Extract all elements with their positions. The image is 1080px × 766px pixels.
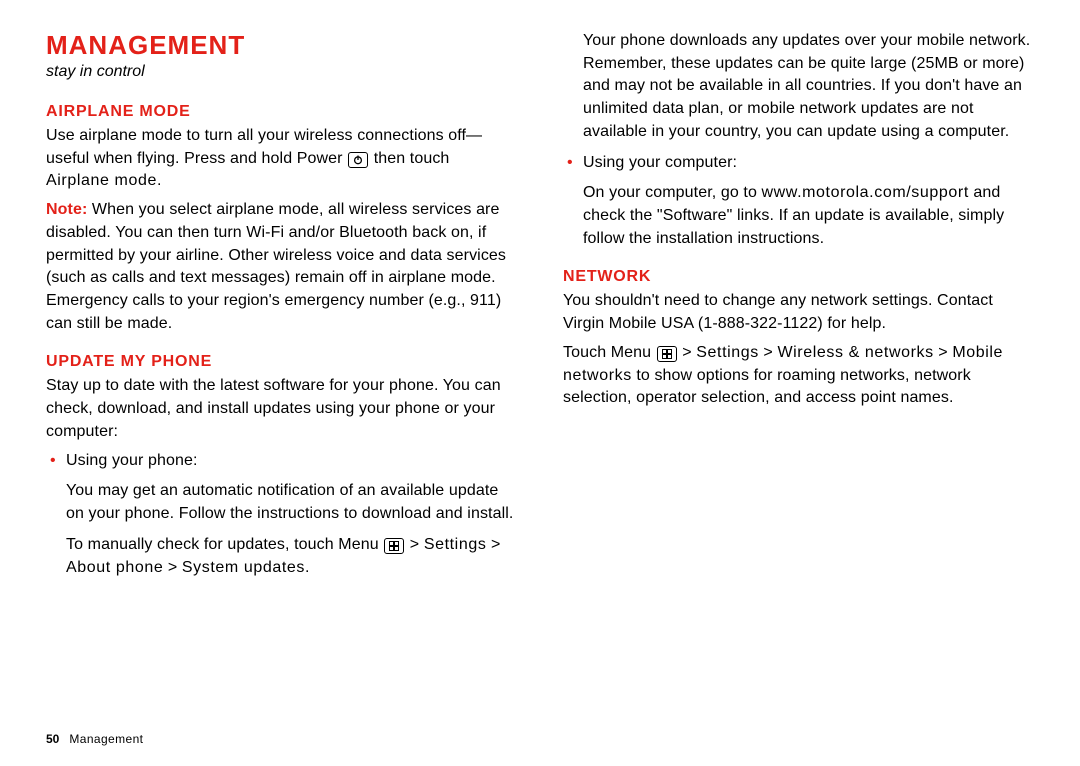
phone-p2-sep2: > (486, 536, 500, 553)
nav-wireless: Wireless & networks (777, 344, 933, 361)
network-p2-a: Touch Menu (563, 344, 656, 361)
right-column: Your phone downloads any updates over yo… (563, 30, 1034, 722)
update-intro: Stay up to date with the latest software… (46, 375, 517, 443)
page-footer-label: Management (69, 732, 143, 746)
airplane-p1-c: . (157, 172, 162, 189)
update-list-right: Your phone downloads any updates over yo… (563, 30, 1034, 144)
content-columns: Management stay in control Airplane mode… (46, 30, 1034, 722)
airplane-p1: Use airplane mode to turn all your wirel… (46, 125, 517, 193)
network-p2-sep1: > (678, 344, 697, 361)
note-body: When you select airplane mode, all wirel… (46, 201, 506, 332)
page-footer: 50 Management (46, 732, 1034, 746)
list-item-computer: Using your computer: On your computer, g… (563, 152, 1034, 251)
using-computer-label: Using your computer: (583, 152, 1034, 175)
airplane-note: Note: When you select airplane mode, all… (46, 199, 517, 335)
page-number: 50 (46, 732, 59, 746)
menu-icon (657, 346, 677, 362)
network-p2: Touch Menu > Settings > Wireless & netwo… (563, 342, 1034, 410)
list-item-continuation: Your phone downloads any updates over yo… (563, 30, 1034, 144)
list-item-phone: Using your phone: You may get an automat… (46, 450, 517, 580)
phone-p2-a: To manually check for updates, touch Men… (66, 536, 383, 553)
support-url: www.motorola.com/support (762, 184, 969, 201)
menu-icon (384, 538, 404, 554)
nav-system: System updates (182, 559, 305, 576)
update-list-right2: Using your computer: On your computer, g… (563, 152, 1034, 251)
section-network-heading: Network (563, 268, 1034, 286)
update-list-left: Using your phone: You may get an automat… (46, 450, 517, 580)
using-computer-p1: On your computer, go to www.motorola.com… (583, 182, 1034, 250)
left-column: Management stay in control Airplane mode… (46, 30, 517, 722)
section-airplane-heading: Airplane mode (46, 103, 517, 121)
network-p2-sep2: > (759, 344, 778, 361)
airplane-p1-b: then touch (369, 150, 449, 167)
using-phone-p1: You may get an automatic notification of… (66, 480, 517, 525)
airplane-mode-label: Airplane mode (46, 172, 157, 189)
nav-settings: Settings (424, 536, 487, 553)
section-update-heading: Update my phone (46, 353, 517, 371)
phone-p2-c: . (305, 559, 310, 576)
using-phone-p2: To manually check for updates, touch Men… (66, 534, 517, 579)
using-phone-label: Using your phone: (66, 450, 517, 473)
power-icon (348, 152, 368, 168)
nav-settings-2: Settings (696, 344, 759, 361)
note-label: Note: (46, 201, 87, 218)
computer-p1-a: On your computer, go to (583, 184, 762, 201)
page: Management stay in control Airplane mode… (0, 0, 1080, 766)
page-subtitle: stay in control (46, 63, 517, 81)
phone-p2-sep3: > (163, 559, 182, 576)
phone-p2-sep1: > (405, 536, 424, 553)
page-title: Management (46, 30, 517, 61)
nav-about: About phone (66, 559, 163, 576)
network-p2-sep3: > (934, 344, 953, 361)
update-big-para: Your phone downloads any updates over yo… (583, 30, 1034, 144)
network-p1: You shouldn't need to change any network… (563, 290, 1034, 335)
